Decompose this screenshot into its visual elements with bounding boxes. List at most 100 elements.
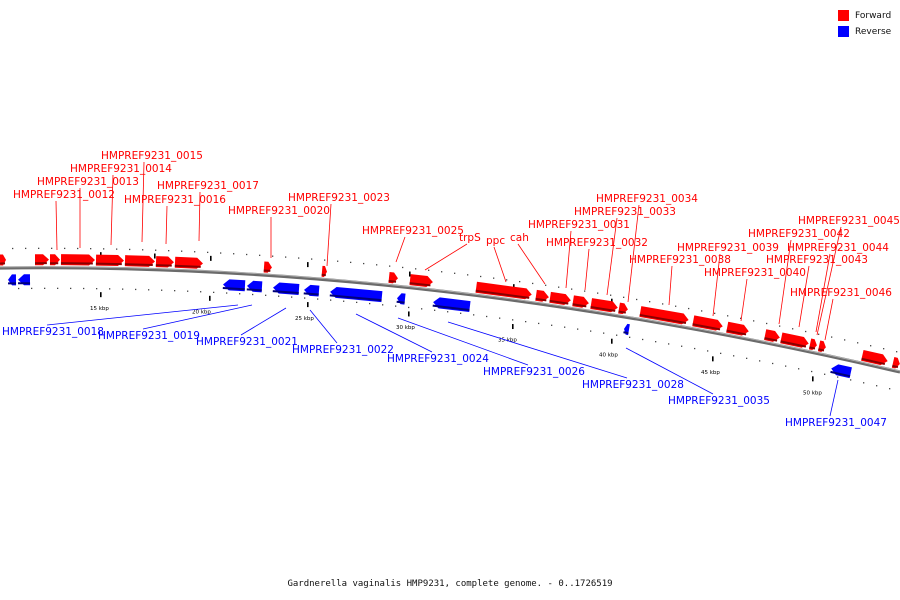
- minor-tick: [844, 339, 846, 341]
- major-tick: [209, 295, 211, 301]
- forward-gene-label: HMPREF9231_0032: [546, 237, 648, 249]
- scale-label: 45 kbp: [701, 370, 720, 376]
- forward-leader-line: [493, 246, 507, 283]
- minor-tick: [707, 350, 709, 352]
- minor-tick: [545, 284, 547, 286]
- minor-tick: [727, 315, 729, 317]
- forward-gene-label: HMPREF9231_0033: [574, 206, 676, 218]
- minor-tick: [759, 360, 761, 362]
- scale-label: 25 kbp: [295, 316, 314, 322]
- minor-tick: [343, 300, 345, 302]
- major-tick: [408, 311, 410, 317]
- minor-tick: [512, 319, 514, 321]
- major-tick: [154, 253, 156, 259]
- gene-labels: HMPREF9231_0012HMPREF9231_0013HMPREF9231…: [2, 150, 900, 429]
- reverse-gene-label: HMPREF9231_0018: [2, 326, 104, 338]
- forward-gene-arrow: [618, 302, 628, 315]
- major-tick: [210, 255, 212, 261]
- forward-gene-arrow: [124, 255, 155, 267]
- minor-tick: [876, 385, 878, 387]
- minor-tick: [636, 298, 638, 301]
- scale-label: 20 kbp: [192, 309, 211, 315]
- minor-tick: [824, 373, 826, 375]
- minor-tick: [278, 295, 280, 297]
- forward-gene-label: HMPREF9231_0012: [13, 189, 115, 201]
- minor-tick: [233, 253, 235, 255]
- minor-tick: [298, 257, 300, 259]
- major-tick: [611, 298, 613, 304]
- forward-leader-line: [627, 204, 640, 303]
- reverse-leader-line: [309, 309, 338, 344]
- minor-tick: [135, 288, 137, 291]
- minor-tick: [590, 330, 592, 332]
- minor-tick: [857, 342, 859, 344]
- minor-tick: [25, 247, 27, 250]
- minor-tick: [64, 247, 66, 250]
- minor-tick: [285, 256, 287, 258]
- reverse-leader-line: [240, 307, 287, 336]
- forward-gene-arrow: [0, 254, 6, 266]
- minor-tick: [792, 328, 794, 330]
- minor-tick: [538, 322, 540, 325]
- minor-tick: [31, 287, 33, 290]
- minor-tick: [129, 248, 131, 251]
- forward-gene-arrow: [95, 254, 124, 267]
- reverse-gene-arrow: [246, 280, 263, 293]
- forward-gene-label: HMPREF9231_0044: [787, 242, 889, 254]
- major-tick: [307, 302, 309, 308]
- minor-tick: [324, 259, 326, 261]
- minor-tick: [187, 290, 189, 292]
- minor-tick: [701, 310, 703, 312]
- forward-gene-arrow: [764, 329, 780, 342]
- minor-tick: [694, 347, 696, 350]
- forward-gene-label: HMPREF9231_0013: [37, 176, 139, 188]
- minor-tick: [389, 265, 391, 267]
- forward-leader-line: [740, 278, 748, 322]
- minor-tick: [90, 248, 92, 250]
- scale-label: 30 kbp: [396, 325, 415, 331]
- forward-gene-label: HMPREF9231_0025: [362, 225, 464, 237]
- reverse-gene-arrow: [830, 364, 852, 379]
- forward-gene-label: HMPREF9231_0045: [798, 215, 900, 227]
- minor-tick: [779, 325, 781, 327]
- forward-gene-arrow: [409, 274, 433, 287]
- legend: Forward Reverse: [838, 8, 898, 40]
- reverse-leader-line: [397, 317, 529, 366]
- forward-leader-line: [165, 205, 168, 245]
- minor-tick: [818, 333, 820, 335]
- minor-tick: [473, 314, 475, 316]
- minor-tick: [259, 254, 261, 256]
- reverse-gene-arrow: [303, 284, 320, 297]
- major-tick: [812, 376, 814, 382]
- minor-tick: [70, 287, 72, 290]
- label-leader-lines: [46, 161, 842, 417]
- minor-tick: [811, 370, 813, 373]
- forward-leader-line: [517, 243, 546, 285]
- forward-leader-line: [55, 200, 58, 251]
- minor-tick: [558, 286, 560, 288]
- forward-gene-label: HMPREF9231_0017: [157, 180, 259, 192]
- minor-tick: [870, 345, 872, 347]
- forward-gene-arrow: [590, 298, 618, 313]
- minor-tick: [402, 266, 404, 269]
- minor-tick: [363, 262, 365, 265]
- forward-gene-label: HMPREF9231_0014: [70, 163, 172, 175]
- minor-tick: [161, 289, 163, 291]
- forward-leader-line: [565, 230, 572, 289]
- minor-tick: [662, 303, 664, 305]
- minor-tick: [447, 311, 449, 313]
- minor-tick: [688, 307, 690, 310]
- minor-tick: [454, 272, 456, 274]
- forward-gene-label: HMPREF9231_0043: [766, 254, 868, 266]
- minor-tick: [675, 305, 677, 307]
- minor-tick: [317, 298, 319, 300]
- minor-tick: [12, 247, 14, 250]
- forward-leader-line: [816, 226, 842, 336]
- forward-gene-arrow: [475, 281, 532, 300]
- minor-tick: [668, 343, 670, 345]
- reverse-gene-label: HMPREF9231_0028: [582, 379, 684, 391]
- minor-tick: [382, 304, 384, 306]
- forward-gene-label: HMPREF9231_0039: [677, 242, 779, 254]
- major-tick: [409, 271, 411, 277]
